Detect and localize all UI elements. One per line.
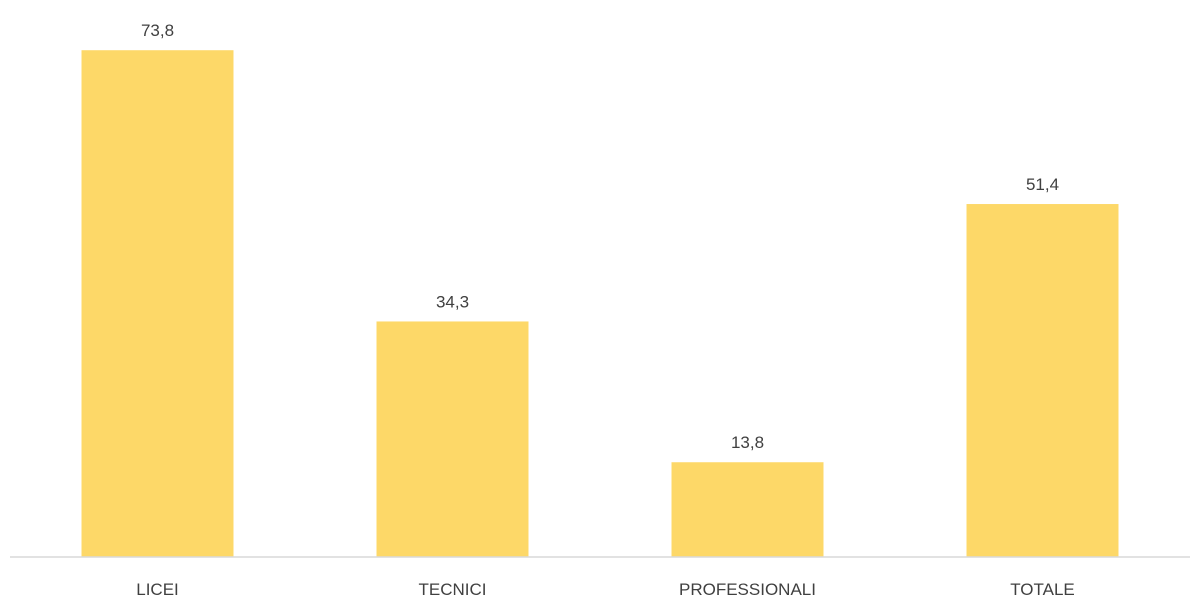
data-label-licei: 73,8 <box>141 21 174 40</box>
x-tick-label-totale: TOTALE <box>1010 580 1075 598</box>
bars-layer <box>81 50 1119 558</box>
data-label-tecnici: 34,3 <box>436 292 469 311</box>
x-tick-label-professionali: PROFESSIONALI <box>679 580 816 598</box>
x-tick-label-tecnici: TECNICI <box>419 580 487 598</box>
bar-tecnici <box>376 321 529 557</box>
bar-licei <box>81 50 234 558</box>
x-tick-label-licei: LICEI <box>136 580 179 598</box>
bar-totale <box>966 204 1119 557</box>
data-labels-layer: 73,8 34,3 13,8 51,4 <box>141 21 1059 452</box>
data-label-totale: 51,4 <box>1026 175 1059 194</box>
x-tick-labels-layer: LICEI TECNICI PROFESSIONALI TOTALE <box>136 580 1075 598</box>
bar-professionali <box>671 462 824 557</box>
data-label-professionali: 13,8 <box>731 433 764 452</box>
